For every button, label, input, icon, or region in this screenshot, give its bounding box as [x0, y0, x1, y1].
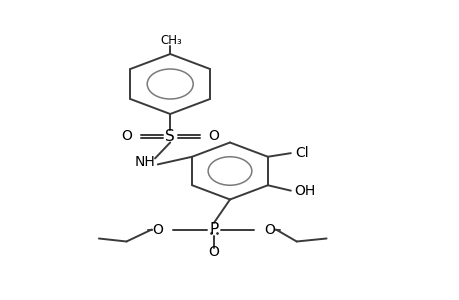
Text: P: P [209, 222, 218, 237]
Text: O: O [152, 223, 163, 236]
Text: CH₃: CH₃ [160, 34, 182, 47]
Text: NH: NH [134, 155, 155, 169]
Text: O: O [121, 130, 132, 143]
Text: S: S [165, 129, 175, 144]
Text: O: O [264, 223, 275, 236]
Text: OH: OH [293, 184, 314, 198]
Text: O: O [207, 130, 218, 143]
Text: O: O [208, 245, 219, 259]
Text: Cl: Cl [295, 146, 308, 160]
